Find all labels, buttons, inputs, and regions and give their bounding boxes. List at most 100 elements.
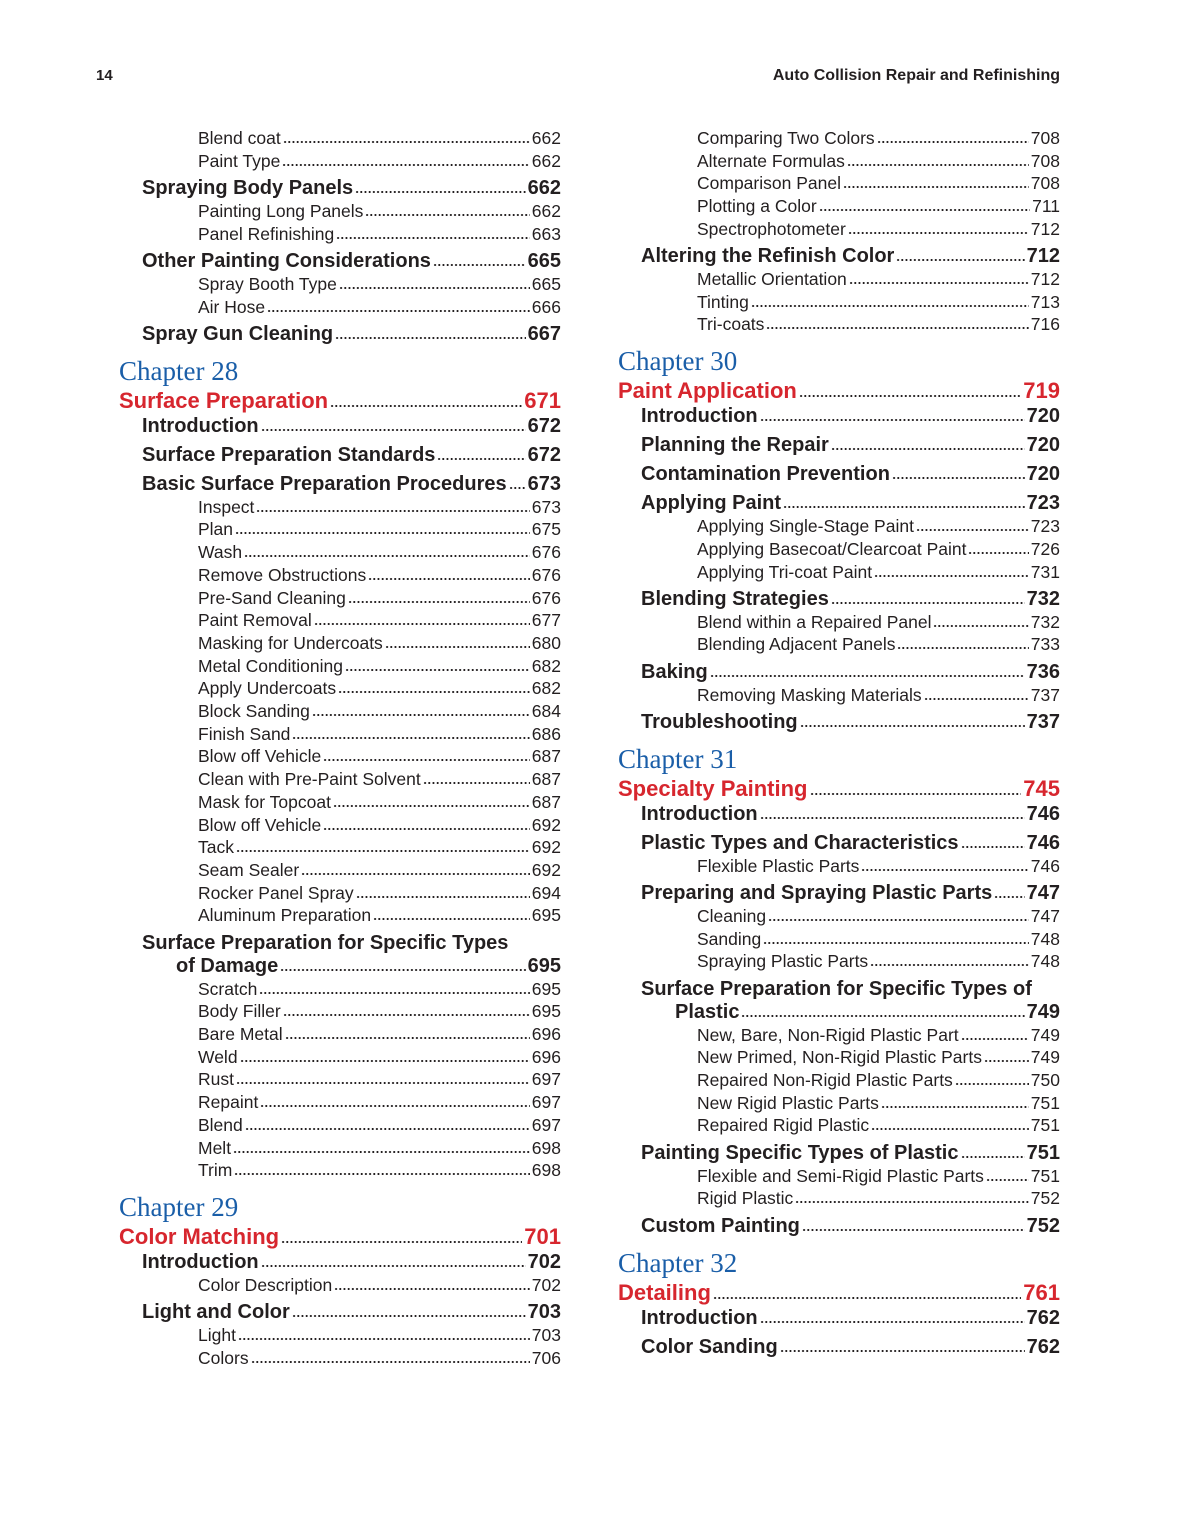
toc-subsection[interactable]: Block Sanding 684 bbox=[119, 700, 561, 723]
toc-subsection[interactable]: Spectrophotometer 712 bbox=[618, 218, 1060, 241]
toc-subsection[interactable]: Spraying Plastic Parts 748 bbox=[618, 950, 1060, 973]
toc-subsection[interactable]: Panel Refinishing 663 bbox=[119, 223, 561, 246]
toc-subsection[interactable]: Rocker Panel Spray 694 bbox=[119, 882, 561, 905]
toc-subsection[interactable]: Inspect 673 bbox=[119, 496, 561, 519]
toc-subsection[interactable]: Metal Conditioning 682 bbox=[119, 655, 561, 678]
toc-subsection[interactable]: Finish Sand 686 bbox=[119, 723, 561, 746]
toc-subsection[interactable]: Sanding 748 bbox=[618, 928, 1060, 951]
toc-subsection[interactable]: Blend within a Repaired Panel 732 bbox=[618, 611, 1060, 634]
toc-subsection[interactable]: Applying Single-Stage Paint 723 bbox=[618, 515, 1060, 538]
toc-subsection[interactable]: Blow off Vehicle 687 bbox=[119, 745, 561, 768]
toc-subsection[interactable]: Air Hose 666 bbox=[119, 296, 561, 319]
toc-entry-line: New Rigid Plastic Parts 751 bbox=[697, 1092, 1060, 1115]
toc-subsection[interactable]: Scratch 695 bbox=[119, 978, 561, 1001]
toc-subsection[interactable]: Flexible and Semi-Rigid Plastic Parts 75… bbox=[618, 1165, 1060, 1188]
toc-subsection[interactable]: Tack 692 bbox=[119, 836, 561, 859]
toc-subsection[interactable]: New Primed, Non-Rigid Plastic Parts 749 bbox=[618, 1046, 1060, 1069]
toc-chapter-title[interactable]: Paint Application 719 bbox=[618, 376, 1060, 405]
toc-subsection[interactable]: Cleaning 747 bbox=[618, 905, 1060, 928]
toc-entry-label: Paint Application bbox=[618, 378, 797, 404]
toc-section[interactable]: Surface Preparation for Specific Types of… bbox=[119, 932, 561, 978]
toc-section[interactable]: Color Sanding 762 bbox=[618, 1336, 1060, 1359]
toc-subsection[interactable]: Pre-Sand Cleaning 676 bbox=[119, 587, 561, 610]
toc-page-number: 731 bbox=[1030, 561, 1060, 582]
toc-subsection[interactable]: Light 703 bbox=[119, 1324, 561, 1347]
toc-subsection[interactable]: Removing Masking Materials 737 bbox=[618, 684, 1060, 707]
toc-subsection[interactable]: Tinting 713 bbox=[618, 291, 1060, 314]
toc-section[interactable]: Custom Painting 752 bbox=[618, 1215, 1060, 1238]
toc-section[interactable]: Basic Surface Preparation Procedures 673 bbox=[119, 473, 561, 496]
toc-entry-label: Masking for Undercoats bbox=[198, 632, 383, 653]
toc-subsection[interactable]: Plotting a Color 711 bbox=[618, 195, 1060, 218]
toc-section[interactable]: Planning the Repair 720 bbox=[618, 434, 1060, 457]
toc-subsection[interactable]: Seam Sealer 692 bbox=[119, 859, 561, 882]
toc-subsection[interactable]: Rust 697 bbox=[119, 1068, 561, 1091]
toc-subsection[interactable]: Spray Booth Type 665 bbox=[119, 273, 561, 296]
toc-subsection[interactable]: Comparison Panel 708 bbox=[618, 172, 1060, 195]
toc-section[interactable]: Spraying Body Panels 662 bbox=[119, 177, 561, 200]
toc-section[interactable]: Surface Preparation for Specific Types o… bbox=[618, 978, 1060, 1024]
toc-chapter-title[interactable]: Specialty Painting 745 bbox=[618, 774, 1060, 803]
toc-subsection[interactable]: Repaint 697 bbox=[119, 1091, 561, 1114]
toc-subsection[interactable]: Mask for Topcoat 687 bbox=[119, 791, 561, 814]
toc-subsection[interactable]: Comparing Two Colors 708 bbox=[618, 127, 1060, 150]
toc-subsection[interactable]: Repaired Rigid Plastic 751 bbox=[618, 1114, 1060, 1137]
toc-section[interactable]: Introduction 762 bbox=[618, 1307, 1060, 1330]
toc-subsection[interactable]: Remove Obstructions 676 bbox=[119, 564, 561, 587]
toc-subsection[interactable]: Wash 676 bbox=[119, 541, 561, 564]
toc-chapter-title[interactable]: Color Matching 701 bbox=[119, 1222, 561, 1251]
toc-section[interactable]: Light and Color 703 bbox=[119, 1301, 561, 1324]
toc-subsection[interactable]: Bare Metal 696 bbox=[119, 1023, 561, 1046]
toc-section[interactable]: Applying Paint 723 bbox=[618, 492, 1060, 515]
toc-section[interactable]: Troubleshooting 737 bbox=[618, 711, 1060, 734]
dot-leader bbox=[244, 1126, 530, 1131]
toc-subsection[interactable]: Alternate Formulas 708 bbox=[618, 150, 1060, 173]
toc-section[interactable]: Contamination Prevention 720 bbox=[618, 463, 1060, 486]
toc-section[interactable]: Introduction 720 bbox=[618, 405, 1060, 428]
toc-subsection[interactable]: Blend coat 662 bbox=[119, 127, 561, 150]
toc-subsection[interactable]: Applying Basecoat/Clearcoat Paint 726 bbox=[618, 538, 1060, 561]
toc-subsection[interactable]: New, Bare, Non-Rigid Plastic Part 749 bbox=[618, 1024, 1060, 1047]
toc-section[interactable]: Surface Preparation Standards 672 bbox=[119, 444, 561, 467]
toc-chapter-title[interactable]: Surface Preparation 671 bbox=[119, 386, 561, 415]
toc-page-number: 697 bbox=[531, 1114, 561, 1135]
toc-page-number: 692 bbox=[531, 859, 561, 880]
toc-chapter-title[interactable]: Detailing 761 bbox=[618, 1278, 1060, 1307]
toc-section[interactable]: Plastic Types and Characteristics 746 bbox=[618, 832, 1060, 855]
toc-subsection[interactable]: Blend 697 bbox=[119, 1114, 561, 1137]
toc-subsection[interactable]: New Rigid Plastic Parts 751 bbox=[618, 1092, 1060, 1115]
toc-subsection[interactable]: Applying Tri-coat Paint 731 bbox=[618, 561, 1060, 584]
toc-subsection[interactable]: Tri-coats 716 bbox=[618, 313, 1060, 336]
toc-section[interactable]: Introduction 672 bbox=[119, 415, 561, 438]
toc-subsection[interactable]: Body Filler 695 bbox=[119, 1000, 561, 1023]
toc-subsection[interactable]: Weld 696 bbox=[119, 1046, 561, 1069]
toc-subsection[interactable]: Masking for Undercoats 680 bbox=[119, 632, 561, 655]
toc-subsection[interactable]: Blending Adjacent Panels 733 bbox=[618, 633, 1060, 656]
toc-section[interactable]: Other Painting Considerations 665 bbox=[119, 250, 561, 273]
toc-section[interactable]: Introduction 702 bbox=[119, 1251, 561, 1274]
toc-subsection[interactable]: Apply Undercoats 682 bbox=[119, 677, 561, 700]
toc-section[interactable]: Altering the Refinish Color 712 bbox=[618, 245, 1060, 268]
toc-subsection[interactable]: Clean with Pre-Paint Solvent 687 bbox=[119, 768, 561, 791]
toc-subsection[interactable]: Painting Long Panels 662 bbox=[119, 200, 561, 223]
toc-entry-line: Spray Gun Cleaning 667 bbox=[142, 323, 561, 346]
toc-section[interactable]: Baking 736 bbox=[618, 661, 1060, 684]
toc-subsection[interactable]: Colors 706 bbox=[119, 1347, 561, 1370]
toc-section[interactable]: Blending Strategies 732 bbox=[618, 588, 1060, 611]
toc-subsection[interactable]: Blow off Vehicle 692 bbox=[119, 814, 561, 837]
toc-subsection[interactable]: Melt 698 bbox=[119, 1137, 561, 1160]
toc-section[interactable]: Painting Specific Types of Plastic 751 bbox=[618, 1142, 1060, 1165]
toc-subsection[interactable]: Metallic Orientation 712 bbox=[618, 268, 1060, 291]
toc-subsection[interactable]: Flexible Plastic Parts 746 bbox=[618, 855, 1060, 878]
toc-subsection[interactable]: Rigid Plastic 752 bbox=[618, 1187, 1060, 1210]
toc-section[interactable]: Spray Gun Cleaning 667 bbox=[119, 323, 561, 346]
toc-subsection[interactable]: Plan 675 bbox=[119, 518, 561, 541]
toc-subsection[interactable]: Trim 698 bbox=[119, 1159, 561, 1182]
toc-subsection[interactable]: Paint Removal 677 bbox=[119, 609, 561, 632]
toc-subsection[interactable]: Repaired Non-Rigid Plastic Parts 750 bbox=[618, 1069, 1060, 1092]
toc-subsection[interactable]: Paint Type 662 bbox=[119, 150, 561, 173]
toc-section[interactable]: Preparing and Spraying Plastic Parts 747 bbox=[618, 882, 1060, 905]
toc-subsection[interactable]: Color Description 702 bbox=[119, 1274, 561, 1297]
toc-section[interactable]: Introduction 746 bbox=[618, 803, 1060, 826]
toc-subsection[interactable]: Aluminum Preparation 695 bbox=[119, 904, 561, 927]
